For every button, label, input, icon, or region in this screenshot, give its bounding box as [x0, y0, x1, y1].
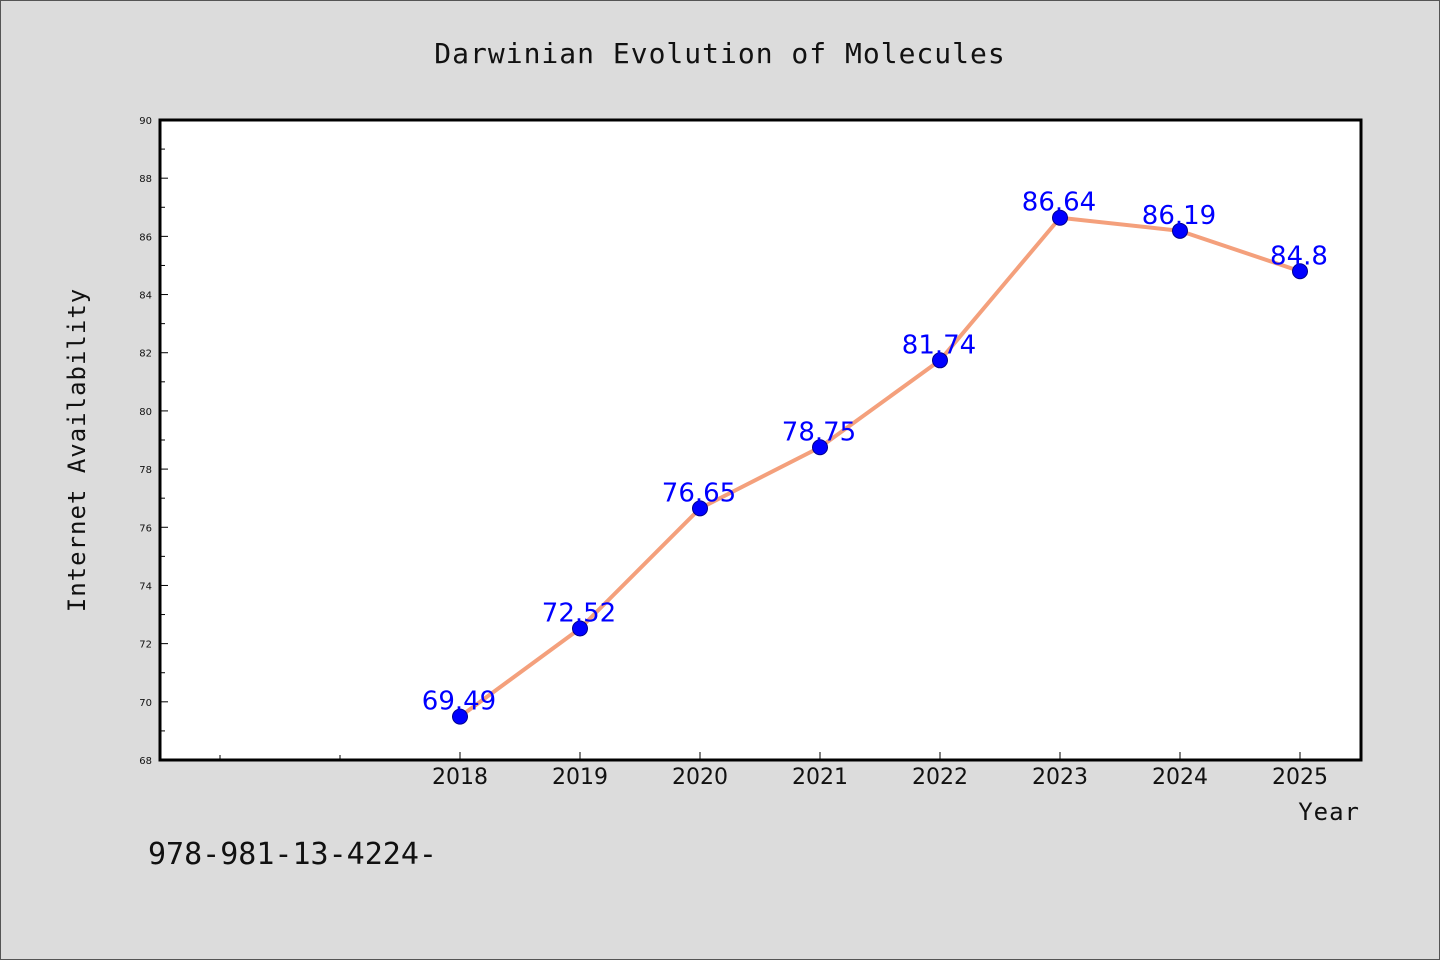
data-point	[452, 708, 468, 725]
data-label: 86.19	[1142, 201, 1216, 231]
data-label: 78.75	[782, 417, 856, 447]
y-tick-label: 72	[139, 640, 152, 651]
data-point	[1292, 263, 1308, 280]
data-point	[572, 620, 588, 637]
x-tick-label: 2019	[552, 765, 608, 790]
y-tick-label: 76	[139, 523, 152, 534]
chart-title: Darwinian Evolution of Molecules	[434, 37, 1005, 70]
y-tick-label: 86	[139, 232, 152, 243]
data-label: 86.64	[1022, 188, 1096, 218]
x-tick-label: 2024	[1152, 765, 1208, 790]
data-point	[1172, 222, 1188, 239]
series-line	[458, 215, 1301, 719]
y-axis: 68 70 72 74 76 78 80 82 84 86 88 90	[139, 116, 168, 767]
y-tick-label: 88	[139, 174, 152, 185]
x-tick-label: 2023	[1032, 765, 1088, 790]
y-tick-label: 82	[139, 349, 152, 360]
data-label: 84.8	[1270, 241, 1328, 271]
data-point	[1052, 209, 1068, 226]
footnote: 978-981-13-4224-	[148, 837, 437, 872]
data-point	[692, 500, 708, 517]
y-tick-label: 84	[139, 291, 152, 302]
data-label: 81.74	[902, 330, 976, 360]
x-tick-label: 2022	[912, 765, 968, 790]
data-point	[932, 352, 948, 369]
data-label: 69.49	[422, 687, 496, 717]
y-axis-label: Internet Availability	[63, 288, 91, 612]
y-tick-label: 80	[139, 407, 152, 418]
y-tick-label: 70	[139, 698, 152, 709]
y-tick-label: 74	[139, 581, 152, 592]
y-tick-label: 90	[139, 116, 152, 127]
y-tick-label: 68	[139, 756, 152, 767]
data-point	[812, 439, 828, 456]
x-axis-label: Year	[1298, 798, 1360, 826]
plot-area	[158, 118, 1363, 762]
x-tick-label: 2020	[672, 765, 728, 790]
data-label: 72.52	[542, 599, 616, 629]
y-tick-label: 78	[139, 465, 152, 476]
data-label: 76.65	[662, 478, 736, 508]
x-tick-label: 2025	[1272, 765, 1328, 790]
series-group: 69.49 72.52 76.65 78.75 81.74 86.64 86.19 84.8	[422, 188, 1328, 725]
x-axis: 2018 2019 2020 2021 2022 2023 2024 2025	[219, 752, 1328, 790]
x-tick-label: 2018	[432, 765, 488, 790]
x-tick-label: 2021	[792, 765, 848, 790]
